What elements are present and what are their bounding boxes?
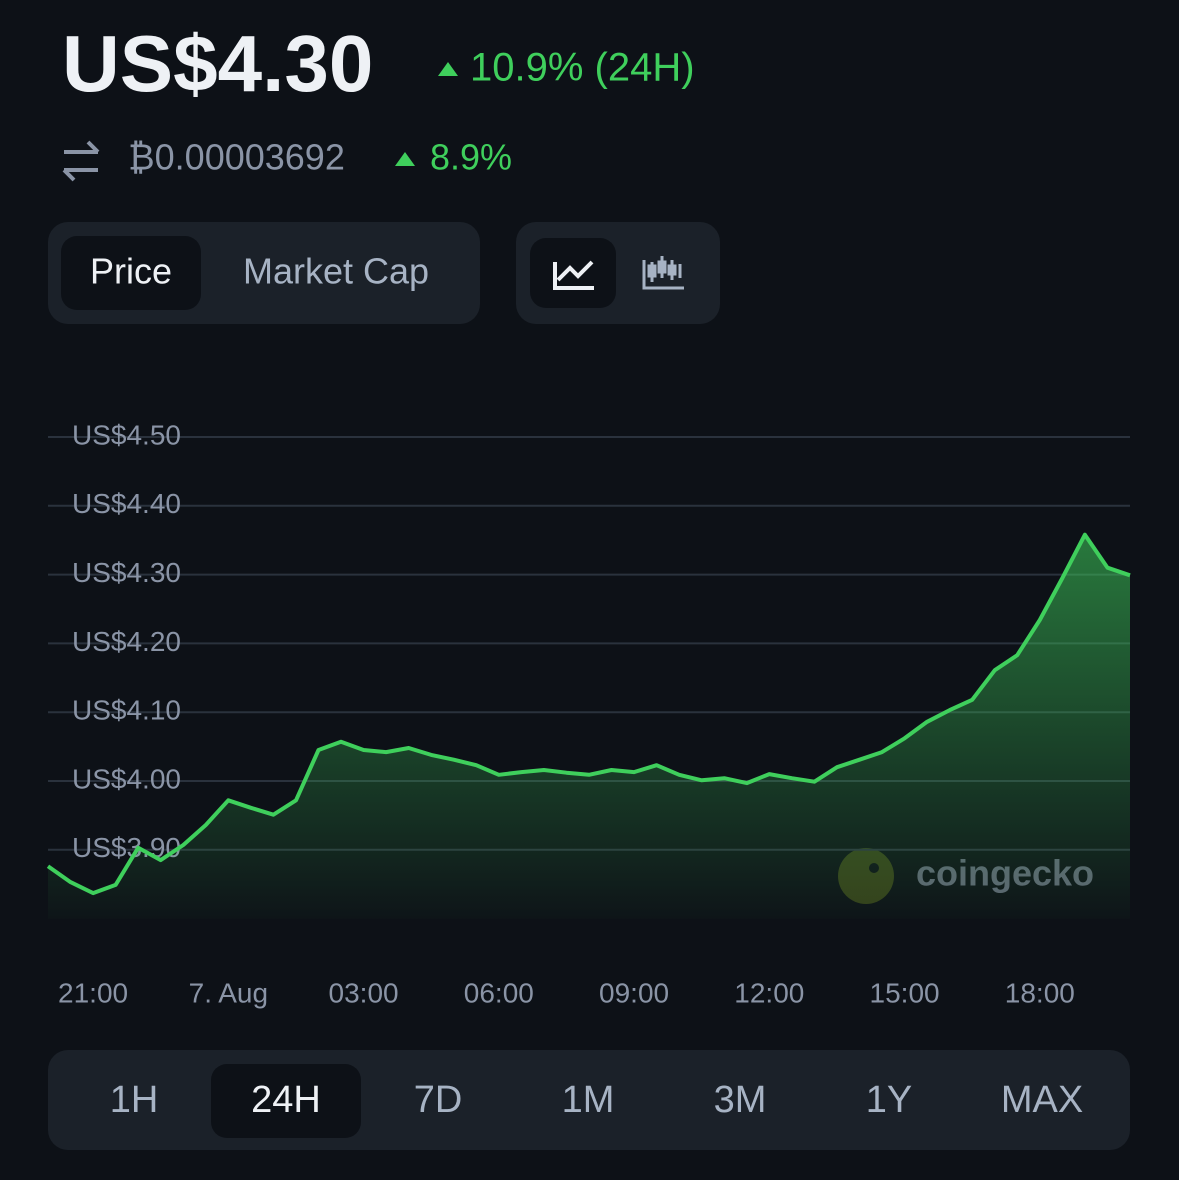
range-button[interactable]: 7D bbox=[414, 1079, 463, 1121]
y-tick-label: US$4.20 bbox=[72, 626, 181, 657]
y-tick-label: US$4.10 bbox=[72, 695, 181, 726]
price-line bbox=[46, 532, 1131, 896]
up-arrow bbox=[395, 152, 415, 166]
y-tick-label: US$4.30 bbox=[72, 557, 181, 588]
tab-label[interactable]: Market Cap bbox=[243, 251, 429, 292]
x-tick-label: 15:00 bbox=[870, 977, 940, 1008]
swap-icon bbox=[62, 140, 100, 182]
y-tick-label: US$4.50 bbox=[72, 419, 181, 450]
range-selected[interactable] bbox=[211, 1064, 361, 1138]
y-tick-label: US$4.40 bbox=[72, 488, 181, 519]
y-tick-label: US$4.00 bbox=[72, 763, 181, 794]
x-tick-label: 18:00 bbox=[1005, 977, 1075, 1008]
range-button[interactable]: 1Y bbox=[866, 1079, 912, 1121]
range-button[interactable]: 24H bbox=[251, 1079, 321, 1121]
btc-price: ₿0.00003692 bbox=[128, 137, 345, 178]
range-button[interactable]: 1H bbox=[110, 1079, 159, 1121]
x-tick-label: 06:00 bbox=[464, 977, 534, 1008]
up-arrow bbox=[438, 62, 458, 76]
btc-change: 8.9% bbox=[430, 137, 512, 178]
x-tick-label: 09:00 bbox=[599, 977, 669, 1008]
range-button[interactable]: 1M bbox=[562, 1079, 615, 1121]
range-button[interactable]: 3M bbox=[714, 1079, 767, 1121]
x-tick-label: 21:00 bbox=[58, 977, 128, 1008]
x-tick-label: 03:00 bbox=[329, 977, 399, 1008]
line-icon bbox=[553, 260, 594, 290]
x-tick-label: 7. Aug bbox=[189, 977, 268, 1008]
price-change: 10.9% (24H) bbox=[470, 46, 695, 90]
tab-label[interactable]: Price bbox=[90, 251, 172, 292]
area-fill bbox=[48, 534, 1130, 919]
range-button[interactable]: MAX bbox=[1001, 1079, 1083, 1121]
x-tick-label: 12:00 bbox=[734, 977, 804, 1008]
candle-icon[interactable] bbox=[642, 256, 684, 290]
tab-selected[interactable] bbox=[61, 236, 201, 310]
price: US$4.30 bbox=[62, 19, 373, 108]
